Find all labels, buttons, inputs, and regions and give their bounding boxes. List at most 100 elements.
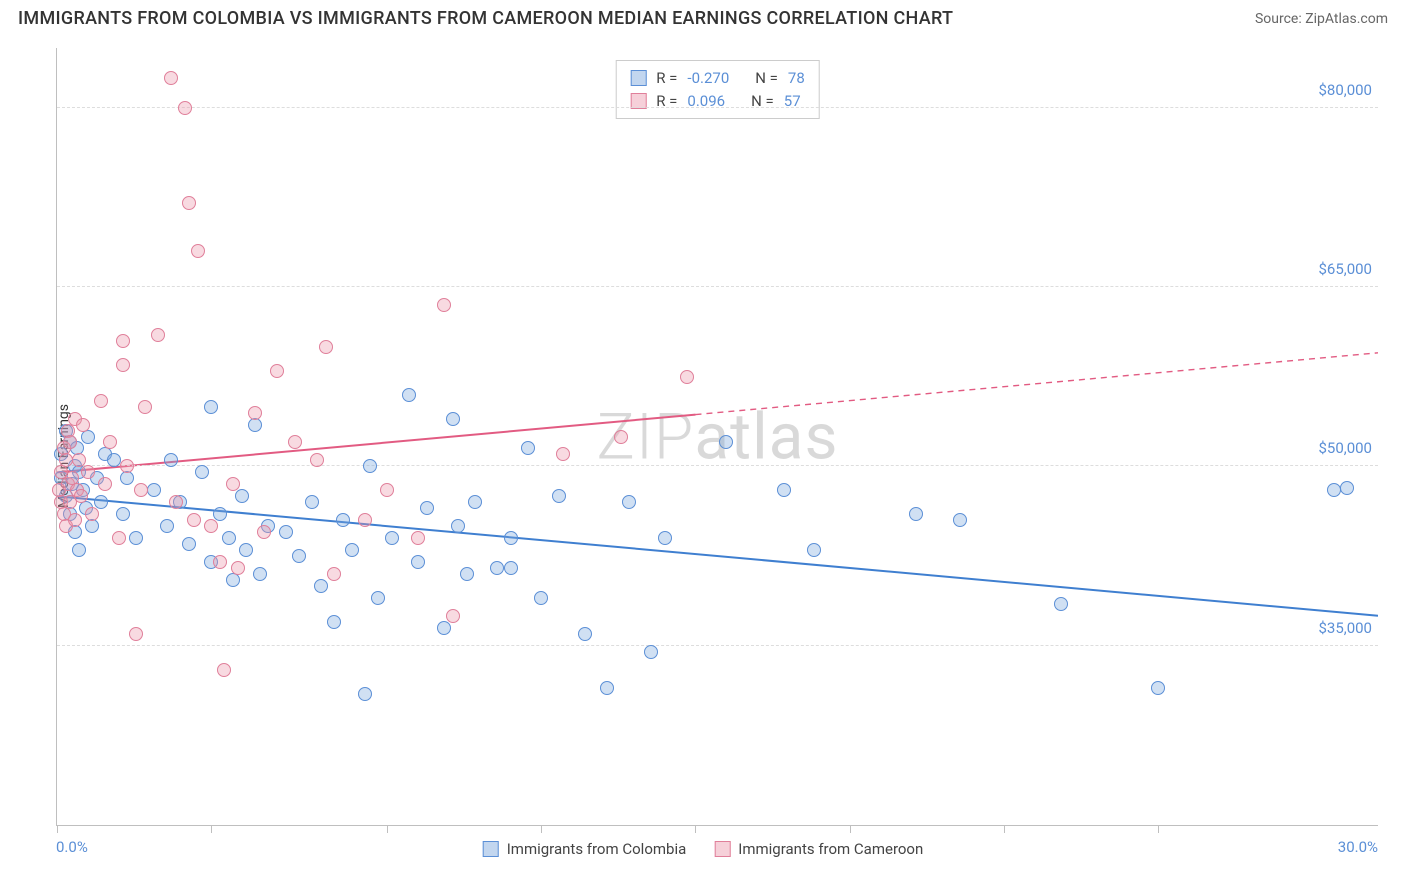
data-point xyxy=(94,495,108,509)
legend-swatch xyxy=(714,841,730,857)
gridline xyxy=(57,107,1378,108)
data-point xyxy=(112,531,126,545)
n-label: N = xyxy=(751,90,774,113)
data-point xyxy=(534,591,548,605)
data-point xyxy=(719,435,733,449)
n-label: N = xyxy=(755,67,778,90)
data-point xyxy=(363,459,377,473)
data-point xyxy=(85,519,99,533)
gridline xyxy=(57,465,1378,466)
data-point xyxy=(129,627,143,641)
data-point xyxy=(292,549,306,563)
data-point xyxy=(402,388,416,402)
x-tick xyxy=(211,825,212,833)
legend-label: Immigrants from Cameroon xyxy=(738,840,923,858)
data-point xyxy=(248,406,262,420)
data-point xyxy=(81,465,95,479)
data-point xyxy=(345,543,359,557)
data-point xyxy=(909,507,923,521)
chart-container: Median Earnings ZIPatlas R =-0.270N =78R… xyxy=(18,38,1388,874)
x-axis-max-label: 30.0% xyxy=(1338,838,1378,856)
data-point xyxy=(371,591,385,605)
n-value: 78 xyxy=(788,67,805,90)
data-point xyxy=(622,495,636,509)
data-point xyxy=(187,513,201,527)
data-point xyxy=(178,101,192,115)
data-point xyxy=(257,525,271,539)
data-point xyxy=(437,298,451,312)
data-point xyxy=(327,615,341,629)
data-point xyxy=(380,483,394,497)
data-point xyxy=(644,645,658,659)
data-point xyxy=(116,334,130,348)
data-point xyxy=(490,561,504,575)
legend-label: Immigrants from Colombia xyxy=(507,840,687,858)
data-point xyxy=(204,400,218,414)
data-point xyxy=(556,447,570,461)
x-tick xyxy=(695,825,696,833)
data-point xyxy=(138,400,152,414)
data-point xyxy=(204,519,218,533)
data-point xyxy=(680,370,694,384)
data-point xyxy=(107,453,121,467)
x-tick xyxy=(57,825,58,833)
data-point xyxy=(600,681,614,695)
data-point xyxy=(195,465,209,479)
r-value: 0.096 xyxy=(687,90,725,113)
data-point xyxy=(116,507,130,521)
x-tick xyxy=(1158,825,1159,833)
y-tick-label: $35,000 xyxy=(1318,619,1372,637)
data-point xyxy=(226,477,240,491)
data-point xyxy=(164,71,178,85)
data-point xyxy=(116,358,130,372)
data-point xyxy=(235,489,249,503)
data-point xyxy=(807,543,821,557)
data-point xyxy=(134,483,148,497)
data-point xyxy=(213,555,227,569)
data-point xyxy=(72,543,86,557)
legend-row: R =-0.270N =78 xyxy=(630,67,805,90)
x-tick xyxy=(850,825,851,833)
data-point xyxy=(226,573,240,587)
x-tick xyxy=(387,825,388,833)
data-point xyxy=(327,567,341,581)
legend-row: R = 0.096N =57 xyxy=(630,90,805,113)
data-point xyxy=(182,196,196,210)
y-tick-label: $65,000 xyxy=(1318,260,1372,278)
data-point xyxy=(270,364,284,378)
data-point xyxy=(411,531,425,545)
data-point xyxy=(521,441,535,455)
x-tick xyxy=(1004,825,1005,833)
data-point xyxy=(305,495,319,509)
correlation-legend: R =-0.270N =78R = 0.096N =57 xyxy=(615,60,820,119)
data-point xyxy=(248,418,262,432)
data-point xyxy=(953,513,967,527)
x-tick xyxy=(541,825,542,833)
data-point xyxy=(239,543,253,557)
data-point xyxy=(1340,481,1354,495)
data-point xyxy=(411,555,425,569)
data-point xyxy=(147,483,161,497)
n-value: 57 xyxy=(784,90,801,113)
legend-item: Immigrants from Colombia xyxy=(483,840,687,858)
gridline xyxy=(57,645,1378,646)
data-point xyxy=(446,412,460,426)
data-point xyxy=(420,501,434,515)
source-label: Source: ZipAtlas.com xyxy=(1255,11,1388,27)
data-point xyxy=(63,435,77,449)
data-point xyxy=(76,418,90,432)
data-point xyxy=(468,495,482,509)
data-point xyxy=(336,513,350,527)
data-point xyxy=(85,507,99,521)
data-point xyxy=(279,525,293,539)
r-label: R = xyxy=(656,67,677,90)
chart-title: IMMIGRANTS FROM COLOMBIA VS IMMIGRANTS F… xyxy=(18,8,953,29)
data-point xyxy=(182,537,196,551)
data-point xyxy=(460,567,474,581)
data-point xyxy=(253,567,267,581)
data-point xyxy=(68,513,82,527)
data-point xyxy=(231,561,245,575)
data-point xyxy=(160,519,174,533)
data-point xyxy=(310,453,324,467)
data-point xyxy=(94,394,108,408)
